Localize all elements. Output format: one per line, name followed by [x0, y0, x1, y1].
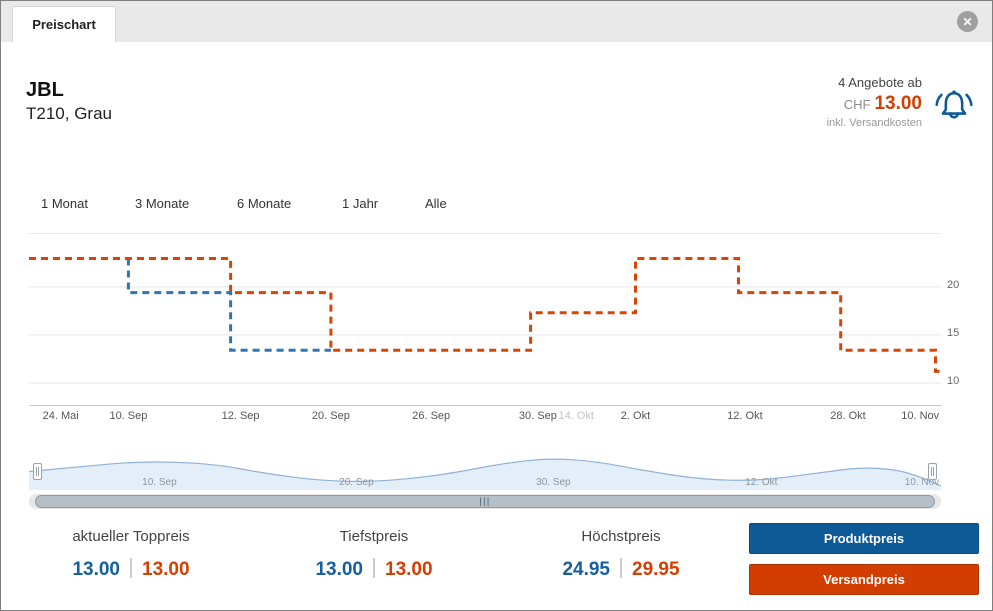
- navigator-handle-right[interactable]: [928, 463, 937, 480]
- stat-label: Tiefstpreis: [339, 528, 409, 545]
- y-axis: 10 15 20: [947, 233, 983, 406]
- value-separator: [130, 558, 132, 578]
- stat-values: 13.00 13.00: [19, 558, 243, 581]
- x-axis-tick: 2. Okt: [620, 410, 651, 422]
- product-price-value: 24.95: [562, 559, 610, 580]
- product-price-value: 13.00: [72, 559, 120, 580]
- range-6-monate[interactable]: 6 Monate: [237, 196, 292, 211]
- tab-label: Preischart: [32, 17, 96, 32]
- product-variant: T210, Grau: [26, 104, 112, 123]
- shipping-price-value: 29.95: [632, 559, 680, 580]
- scrollbar-thumb[interactable]: |||: [35, 495, 935, 508]
- navigator-handle-left[interactable]: [33, 463, 42, 480]
- x-axis: 24. Mai 10. Sep 12. Sep 20. Sep 26. Sep 30. S…: [29, 410, 941, 425]
- currency-label: CHF: [843, 97, 871, 112]
- stat-label: aktueller Toppreis: [72, 528, 190, 545]
- stat-label: Höchstpreis: [581, 528, 661, 545]
- x-axis-tick: 26. Sep: [412, 410, 451, 422]
- offers-count: 4 Angebote ab: [838, 75, 922, 90]
- x-axis-tick: 20. Sep: [311, 410, 350, 422]
- value-separator: [620, 558, 622, 578]
- stat-values: 24.95 29.95: [529, 558, 713, 581]
- shipping-price-value: 13.00: [385, 559, 433, 580]
- navigator-line: [29, 458, 941, 487]
- stat-highest-price: Höchstpreis 24.95 29.95: [529, 528, 713, 581]
- x-axis-tick: 10. Sep: [109, 410, 148, 422]
- x-axis-tick: 12. Sep: [221, 410, 260, 422]
- stat-current-top-price: aktueller Toppreis 13.00 13.00: [19, 528, 243, 581]
- x-axis-tick: 12. Okt: [727, 410, 763, 422]
- product-brand: JBL: [26, 79, 64, 101]
- y-axis-tick: 15: [947, 326, 960, 339]
- x-axis-tick: 24. Mai: [42, 410, 79, 422]
- produktpreis-button[interactable]: Produktpreis: [749, 523, 979, 554]
- best-price-line: CHF 13.00: [827, 93, 922, 115]
- price-note: inkl. Versandkosten: [826, 117, 922, 129]
- navigator-wave: [29, 458, 941, 490]
- x-axis-tick: 10. Nov: [901, 410, 940, 422]
- price-series-chart: [29, 257, 941, 384]
- y-axis-tick: 20: [947, 278, 960, 291]
- range-3-monate[interactable]: 3 Monate: [135, 196, 190, 211]
- range-alle[interactable]: Alle: [425, 196, 447, 211]
- series-versandpreis[interactable]: [29, 257, 941, 373]
- navigator-area: [29, 459, 941, 490]
- offer-summary: 4 Angebote ab CHF 13.00 inkl. Versandkost…: [827, 75, 922, 129]
- navigator-scrollbar[interactable]: |||: [29, 494, 941, 509]
- shipping-price-value: 13.00: [142, 559, 190, 580]
- series-produktpreis[interactable]: [126, 258, 331, 352]
- value-separator: [373, 558, 375, 578]
- range-1-jahr[interactable]: 1 Jahr: [342, 196, 379, 211]
- y-axis-tick: 10: [947, 374, 960, 387]
- range-1-monat[interactable]: 1 Monat: [41, 196, 88, 211]
- stat-lowest-price: Tiefstpreis 13.00 13.00: [282, 528, 466, 581]
- navigator[interactable]: 10. Sep 20. Sep 30. Sep 12. Okt 10. Nov: [29, 453, 941, 490]
- best-price-value: 13.00: [874, 93, 922, 114]
- tab-preischart[interactable]: Preischart: [12, 6, 116, 42]
- stat-values: 13.00 13.00: [282, 558, 466, 581]
- price-alert-bell-icon[interactable]: [933, 86, 975, 126]
- range-selector: 1 Monat 3 Monate 6 Monate 1 Jahr Alle: [29, 196, 941, 214]
- scrollbar-grip-icon: |||: [479, 496, 491, 506]
- close-button[interactable]: ✕: [957, 11, 978, 32]
- x-axis-tick: 14. Okt: [558, 410, 594, 422]
- tab-bar: Preischart ✕: [1, 1, 992, 42]
- x-axis-tick: 28. Okt: [830, 410, 866, 422]
- close-icon: ✕: [962, 14, 973, 29]
- versandpreis-button[interactable]: Versandpreis: [749, 564, 979, 595]
- chart-plot-area[interactable]: [29, 233, 941, 406]
- product-price-value: 13.00: [315, 559, 363, 580]
- x-axis-tick: 30. Sep: [518, 410, 557, 422]
